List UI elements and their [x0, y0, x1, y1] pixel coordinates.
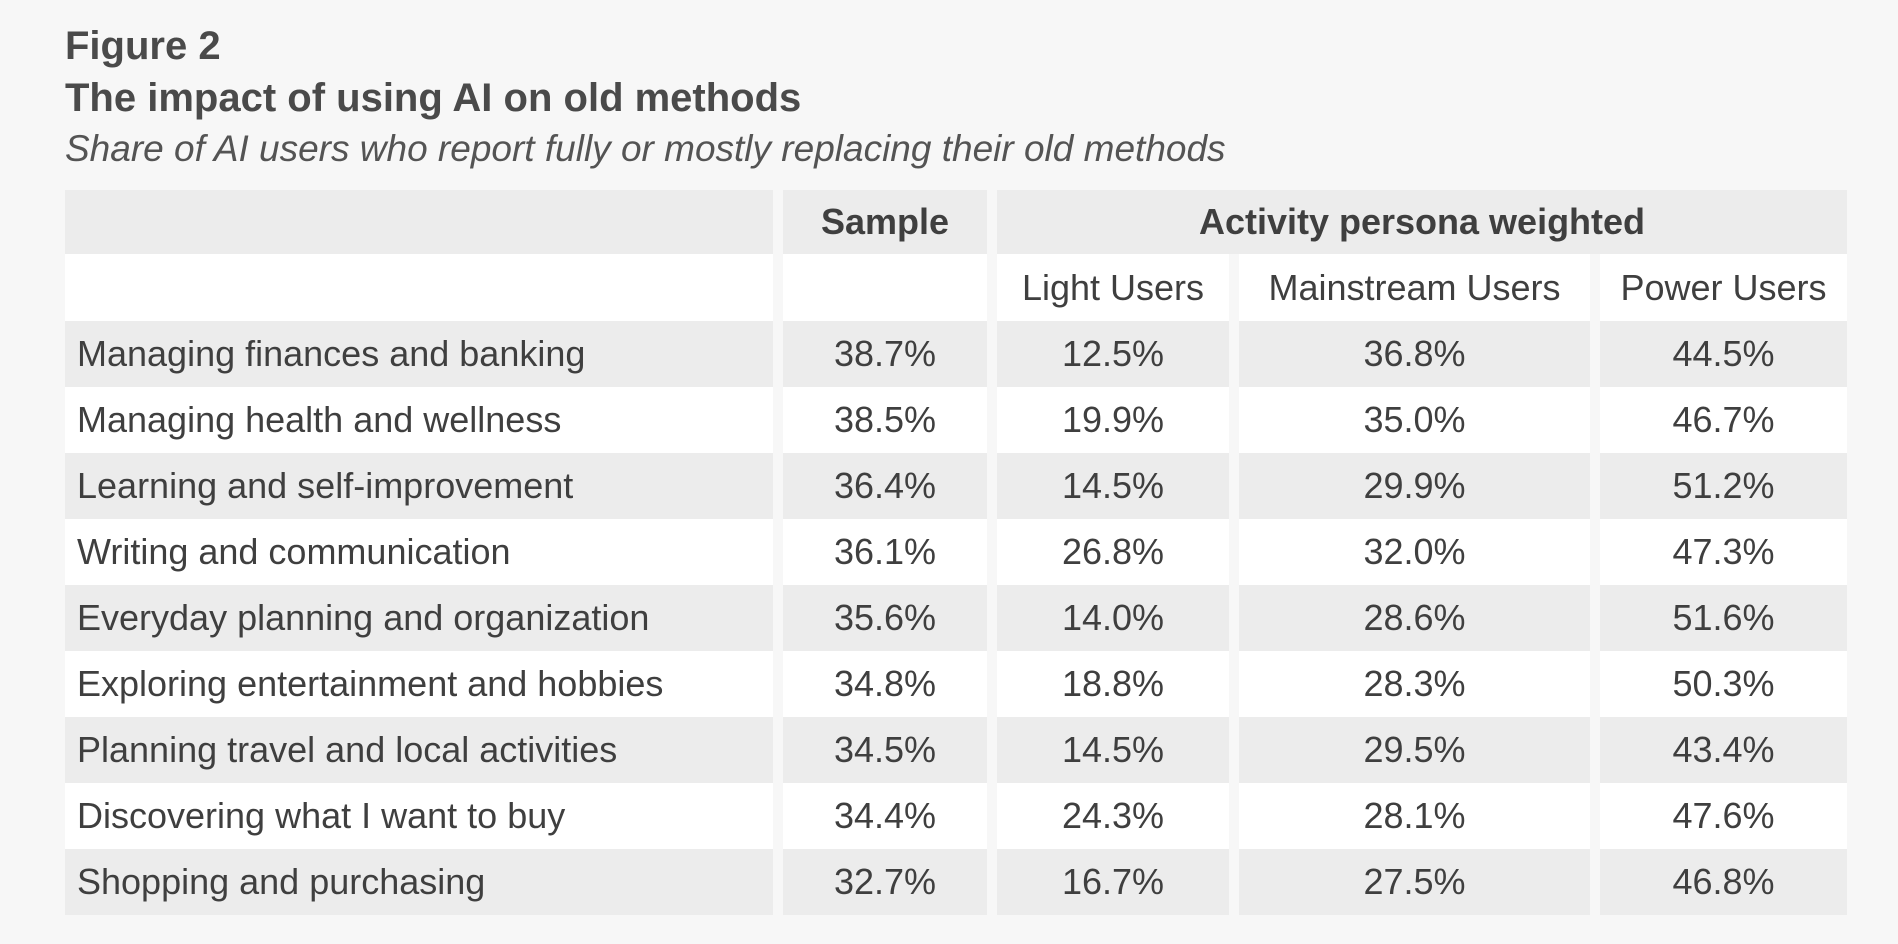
table-row: Discovering what I want to buy 34.4% 24.… — [65, 783, 1848, 849]
column-group-header: Activity persona weighted — [997, 190, 1848, 254]
table-row: Shopping and purchasing 32.7% 16.7% 27.5… — [65, 849, 1848, 915]
value-power-users: 44.5% — [1600, 321, 1848, 387]
row-label: Planning travel and local activities — [65, 717, 773, 783]
value-sample: 35.6% — [783, 585, 987, 651]
value-sample: 34.5% — [783, 717, 987, 783]
impact-data-table: Sample Activity persona weighted Light U… — [55, 190, 1857, 915]
value-sample: 34.8% — [783, 651, 987, 717]
value-sample: 38.7% — [783, 321, 987, 387]
corner-cell — [65, 190, 773, 254]
value-light-users: 26.8% — [997, 519, 1229, 585]
row-label: Managing finances and banking — [65, 321, 773, 387]
value-power-users: 51.6% — [1600, 585, 1848, 651]
table-row: Managing finances and banking 38.7% 12.5… — [65, 321, 1848, 387]
value-light-users: 14.5% — [997, 453, 1229, 519]
value-power-users: 47.6% — [1600, 783, 1848, 849]
value-sample: 38.5% — [783, 387, 987, 453]
column-header-power-users: Power Users — [1600, 254, 1848, 321]
value-mainstream-users: 36.8% — [1239, 321, 1590, 387]
row-label: Everyday planning and organization — [65, 585, 773, 651]
row-label: Learning and self-improvement — [65, 453, 773, 519]
table-row: Managing health and wellness 38.5% 19.9%… — [65, 387, 1848, 453]
value-light-users: 12.5% — [997, 321, 1229, 387]
column-header-sample: Sample — [783, 190, 987, 254]
value-power-users: 51.2% — [1600, 453, 1848, 519]
value-sample: 34.4% — [783, 783, 987, 849]
value-mainstream-users: 28.1% — [1239, 783, 1590, 849]
value-power-users: 46.8% — [1600, 849, 1848, 915]
value-light-users: 18.8% — [997, 651, 1229, 717]
value-power-users: 43.4% — [1600, 717, 1848, 783]
value-light-users: 19.9% — [997, 387, 1229, 453]
value-mainstream-users: 28.6% — [1239, 585, 1590, 651]
table-row: Learning and self-improvement 36.4% 14.5… — [65, 453, 1848, 519]
value-light-users: 24.3% — [997, 783, 1229, 849]
value-light-users: 14.5% — [997, 717, 1229, 783]
table-row: Writing and communication 36.1% 26.8% 32… — [65, 519, 1848, 585]
column-header-light-users: Light Users — [997, 254, 1229, 321]
row-label: Exploring entertainment and hobbies — [65, 651, 773, 717]
value-mainstream-users: 29.5% — [1239, 717, 1590, 783]
value-power-users: 47.3% — [1600, 519, 1848, 585]
figure-page: Figure 2 The impact of using AI on old m… — [55, 24, 1857, 915]
value-light-users: 16.7% — [997, 849, 1229, 915]
value-mainstream-users: 32.0% — [1239, 519, 1590, 585]
table-row: Planning travel and local activities 34.… — [65, 717, 1848, 783]
value-mainstream-users: 29.9% — [1239, 453, 1590, 519]
value-sample: 36.1% — [783, 519, 987, 585]
figure-subtitle: Share of AI users who report fully or mo… — [65, 128, 1226, 169]
table-row: Everyday planning and organization 35.6%… — [65, 585, 1848, 651]
header-row-groups: Sample Activity persona weighted — [65, 190, 1848, 254]
value-mainstream-users: 35.0% — [1239, 387, 1590, 453]
column-header-mainstream-users: Mainstream Users — [1239, 254, 1590, 321]
value-mainstream-users: 27.5% — [1239, 849, 1590, 915]
value-power-users: 46.7% — [1600, 387, 1848, 453]
empty-sample-header — [783, 254, 987, 321]
value-mainstream-users: 28.3% — [1239, 651, 1590, 717]
figure-title: The impact of using AI on old methods — [65, 76, 802, 120]
row-label: Writing and communication — [65, 519, 773, 585]
value-power-users: 50.3% — [1600, 651, 1848, 717]
header-row-personas: Light Users Mainstream Users Power Users — [65, 254, 1848, 321]
row-label: Managing health and wellness — [65, 387, 773, 453]
row-label: Discovering what I want to buy — [65, 783, 773, 849]
figure-number: Figure 2 — [65, 24, 221, 68]
empty-label-header — [65, 254, 773, 321]
row-label: Shopping and purchasing — [65, 849, 773, 915]
value-light-users: 14.0% — [997, 585, 1229, 651]
value-sample: 36.4% — [783, 453, 987, 519]
value-sample: 32.7% — [783, 849, 987, 915]
table-row: Exploring entertainment and hobbies 34.8… — [65, 651, 1848, 717]
